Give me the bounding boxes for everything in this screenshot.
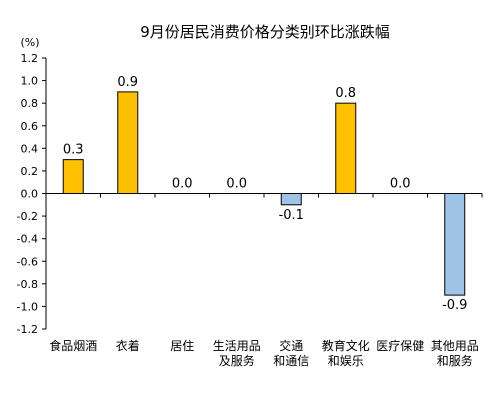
x-tick-label: 和娱乐 (328, 354, 364, 368)
y-tick-label: 1.2 (21, 52, 39, 65)
x-tick-label: 其他用品 (431, 339, 479, 353)
data-label: 0.8 (335, 86, 356, 101)
data-label: 0.3 (63, 143, 84, 158)
y-tick-label: 0.6 (21, 120, 39, 133)
x-tick-label: 医疗保健 (376, 339, 424, 353)
data-label: 0.9 (117, 75, 138, 90)
x-tick-label: 和服务 (437, 353, 473, 368)
y-tick-labels: 1.2 1.0 0.8 0.6 0.4 0.2 0.0 -0.2 -0.4 -0.6 -0.8 -1.… (17, 52, 38, 336)
bar (444, 193, 466, 296)
value-labels: 0.3 0.9 0.0 0.0 -0.1 0.8 0.0 -0.9 (63, 75, 468, 313)
chart-title: 9月份居民消费价格分类别环比涨跌幅 (140, 23, 390, 41)
y-tick-label: 0.0 (21, 188, 39, 201)
x-tick-label: 衣着 (116, 338, 140, 353)
x-tick-label: 交通 (279, 338, 303, 353)
y-tick-label: -1.2 (17, 323, 38, 336)
y-tick-label: -1.0 (17, 300, 38, 313)
y-tick-label: -0.2 (17, 210, 38, 223)
bar (117, 91, 139, 194)
x-tick-label: 食品烟酒 (49, 338, 97, 353)
y-tick-label: -0.8 (17, 278, 38, 291)
x-tick-label: 及服务 (219, 353, 255, 368)
y-axis-unit-label: (%) (20, 36, 39, 49)
y-tick-label: 0.8 (21, 97, 39, 110)
y-tick-label: -0.4 (17, 233, 38, 246)
bar (280, 193, 302, 206)
data-label: 0.0 (390, 177, 411, 192)
x-tick-label: 生活用品 (213, 339, 261, 353)
y-tick-label: 0.4 (21, 142, 39, 155)
bar (62, 159, 84, 194)
bars (62, 91, 466, 296)
data-label: 0.0 (172, 177, 193, 192)
x-tick-label: 居住 (170, 339, 194, 353)
data-label: 0.0 (226, 177, 247, 192)
x-tick-label: 教育文化 (322, 338, 370, 353)
y-tick-label: 0.2 (21, 165, 39, 178)
x-tick-label: 和通信 (273, 354, 309, 368)
axes (42, 57, 483, 330)
data-label: -0.1 (279, 208, 304, 223)
y-tick-label: 1.0 (21, 75, 39, 88)
y-tick-label: -0.6 (17, 255, 38, 268)
data-label: -0.9 (442, 298, 467, 313)
bar (335, 102, 357, 194)
